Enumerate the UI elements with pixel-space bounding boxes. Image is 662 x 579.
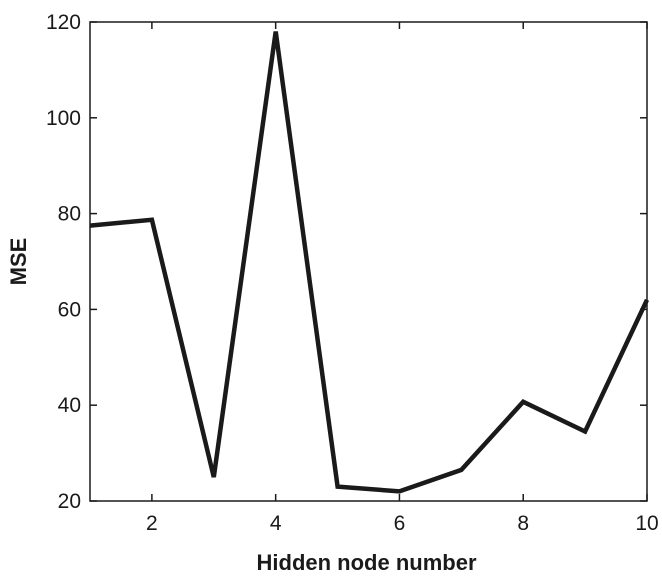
y-tick-label: 100 xyxy=(46,107,81,130)
series-line xyxy=(89,31,650,494)
x-tick-label: 2 xyxy=(146,512,158,535)
ticks xyxy=(90,21,648,502)
x-axis-label: Hidden node number xyxy=(257,550,477,575)
tick-labels: 2 4 6 8 10 20 40 60 80 100 120 xyxy=(46,11,659,535)
y-tick-label: 120 xyxy=(46,11,81,34)
x-tick-label: 6 xyxy=(394,512,406,535)
y-axis-label: MSE xyxy=(6,238,31,286)
x-tick-label: 8 xyxy=(517,512,529,535)
plot-frame xyxy=(89,21,648,502)
y-tick-label: 80 xyxy=(58,203,81,226)
x-tick-label: 4 xyxy=(270,512,282,535)
y-tick-label: 60 xyxy=(58,298,81,321)
y-tick-label: 20 xyxy=(58,490,81,513)
x-tick-label: 10 xyxy=(635,512,658,535)
y-tick-label: 40 xyxy=(58,394,81,417)
